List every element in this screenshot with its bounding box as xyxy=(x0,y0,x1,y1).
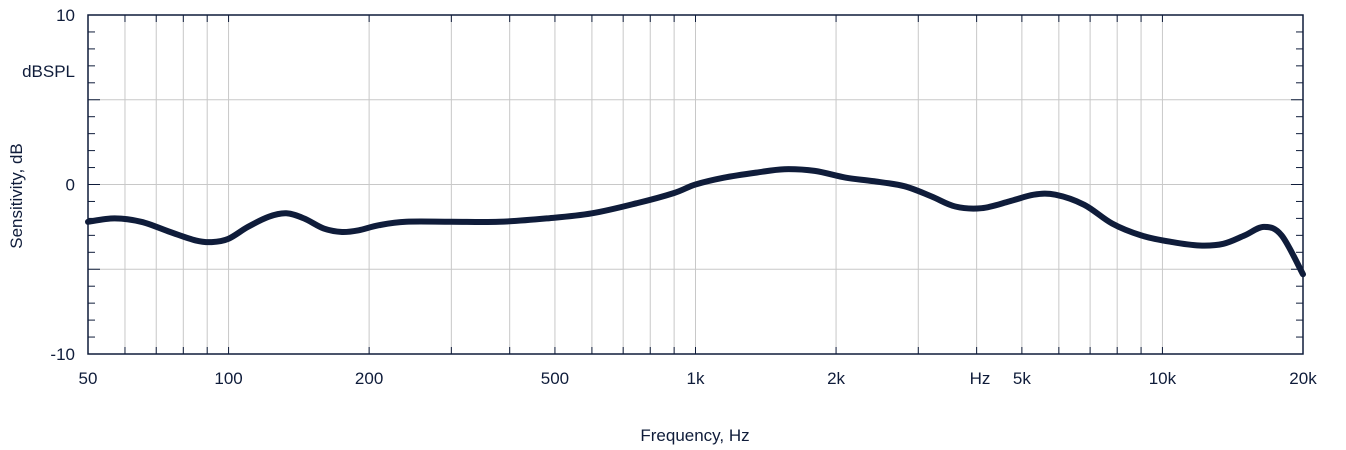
y-axis-unit-label: dBSPL xyxy=(22,62,75,81)
x-axis-title: Frequency, Hz xyxy=(640,426,749,445)
x-tick-label: 50 xyxy=(79,369,98,388)
x-tick-label: 5k xyxy=(1013,369,1031,388)
x-tick-label: 20k xyxy=(1289,369,1317,388)
x-tick-label: 200 xyxy=(355,369,383,388)
y-tick-label: -10 xyxy=(50,345,75,364)
y-tick-label: 10 xyxy=(56,6,75,25)
x-tick-labels: 50 100 200 500 1k 2k 5k 10k 20k xyxy=(79,369,1318,388)
x-tick-label: 2k xyxy=(827,369,845,388)
x-axis-unit-marker: Hz xyxy=(970,369,991,388)
y-tick-label: 0 xyxy=(66,176,75,195)
series-line-frequency-response xyxy=(85,166,1306,278)
x-tick-label: 1k xyxy=(687,369,705,388)
frame-ticks xyxy=(88,15,1303,354)
x-tick-label: 10k xyxy=(1149,369,1177,388)
x-tick-label: 500 xyxy=(541,369,569,388)
x-tick-label: 100 xyxy=(214,369,242,388)
y-tick-labels: 10 0 -10 xyxy=(50,6,75,364)
y-axis-title: Sensitivity, dB xyxy=(7,143,26,249)
plot-frame xyxy=(87,14,1304,355)
